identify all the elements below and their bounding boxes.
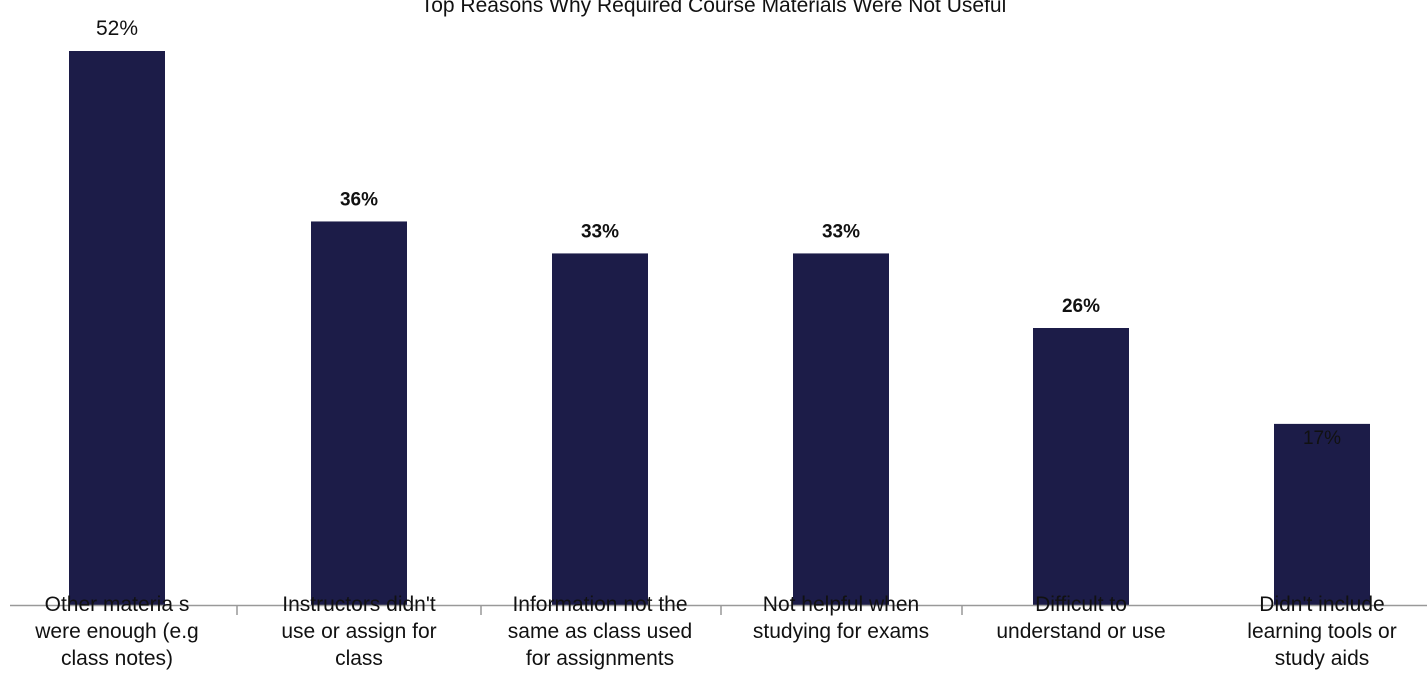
data-label-5: 26% bbox=[1062, 296, 1100, 317]
bar-2 bbox=[311, 221, 407, 605]
bar-4 bbox=[793, 253, 889, 605]
category-label-1: Other materia s were enough (e.g class not… bbox=[34, 593, 198, 670]
category-label-5: Difficult to understand or use bbox=[996, 593, 1165, 643]
category-label-4: Not helpful when studying for exams bbox=[753, 593, 929, 643]
bar-6 bbox=[1274, 423, 1370, 605]
chart-title: Top Reasons Why Required Course Material… bbox=[420, 0, 1007, 17]
data-label-6: 17% bbox=[1303, 428, 1341, 449]
category-label-2: Instructors didn't use or assign for class bbox=[281, 593, 436, 670]
bar-3 bbox=[552, 253, 648, 605]
category-label-3: Information not the same as class used for… bbox=[508, 593, 692, 670]
data-label-3: 33% bbox=[581, 221, 619, 242]
bar-5 bbox=[1033, 328, 1129, 605]
category-label-6: Didn't include learning tools or study aid… bbox=[1247, 593, 1396, 670]
data-label-1: 52% bbox=[96, 17, 138, 40]
bar-1 bbox=[69, 51, 165, 605]
data-label-2: 36% bbox=[340, 189, 378, 210]
data-label-4: 33% bbox=[822, 221, 860, 242]
